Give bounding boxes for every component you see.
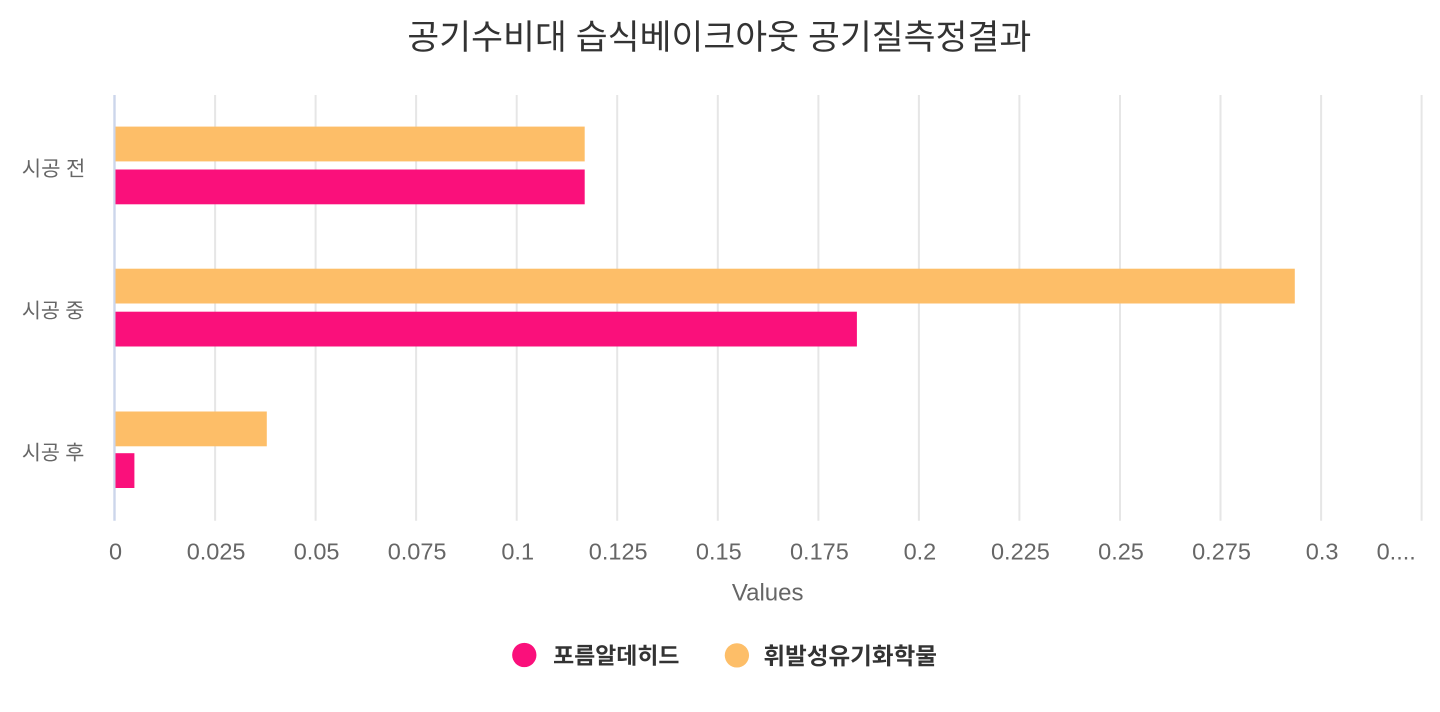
svg-text:0.175: 0.175	[790, 539, 849, 565]
svg-text:0....: 0....	[1377, 539, 1416, 565]
svg-text:0.2: 0.2	[904, 539, 937, 565]
svg-text:0: 0	[109, 539, 122, 565]
svg-text:0.3: 0.3	[1306, 539, 1339, 565]
svg-text:0.075: 0.075	[388, 539, 447, 565]
svg-text:0.025: 0.025	[187, 539, 246, 565]
svg-text:Values: Values	[732, 580, 804, 607]
svg-text:0.225: 0.225	[991, 539, 1050, 565]
svg-text:0.275: 0.275	[1192, 539, 1251, 565]
svg-text:0.15: 0.15	[696, 539, 742, 565]
svg-text:0.25: 0.25	[1098, 539, 1144, 565]
svg-text:0.05: 0.05	[294, 539, 340, 565]
svg-text:0.125: 0.125	[589, 539, 648, 565]
svg-text:0.1: 0.1	[501, 539, 534, 565]
